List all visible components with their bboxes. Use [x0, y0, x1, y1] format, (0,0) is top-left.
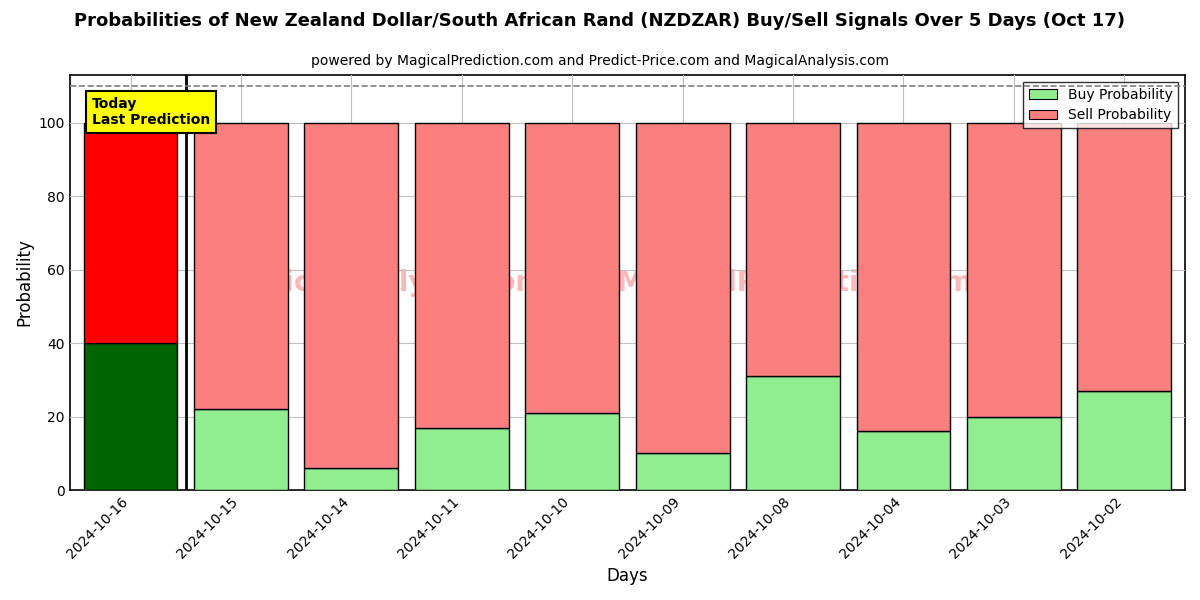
Text: Today
Last Prediction: Today Last Prediction — [92, 97, 210, 127]
Bar — [194, 409, 288, 490]
Text: MagicalPrediction.com: MagicalPrediction.com — [617, 269, 973, 296]
Bar — [1078, 391, 1171, 490]
Bar — [194, 123, 288, 409]
Legend: Buy Probability, Sell Probability: Buy Probability, Sell Probability — [1024, 82, 1178, 128]
Bar — [415, 123, 509, 428]
X-axis label: Days: Days — [606, 567, 648, 585]
Bar — [636, 453, 730, 490]
Bar — [526, 123, 619, 413]
Y-axis label: Probability: Probability — [14, 239, 34, 326]
Bar — [857, 123, 950, 431]
Bar — [636, 123, 730, 453]
Bar — [526, 413, 619, 490]
Bar — [967, 123, 1061, 416]
Text: MagicalAnalysis.com: MagicalAnalysis.com — [218, 269, 545, 296]
Bar — [84, 123, 178, 343]
Bar — [857, 431, 950, 490]
Bar — [1078, 123, 1171, 391]
Text: Probabilities of New Zealand Dollar/South African Rand (NZDZAR) Buy/Sell Signals: Probabilities of New Zealand Dollar/Sout… — [74, 12, 1126, 30]
Bar — [415, 428, 509, 490]
Bar — [746, 123, 840, 376]
Bar — [746, 376, 840, 490]
Bar — [967, 416, 1061, 490]
Text: powered by MagicalPrediction.com and Predict-Price.com and MagicalAnalysis.com: powered by MagicalPrediction.com and Pre… — [311, 54, 889, 68]
Bar — [305, 468, 398, 490]
Bar — [305, 123, 398, 468]
Bar — [84, 343, 178, 490]
